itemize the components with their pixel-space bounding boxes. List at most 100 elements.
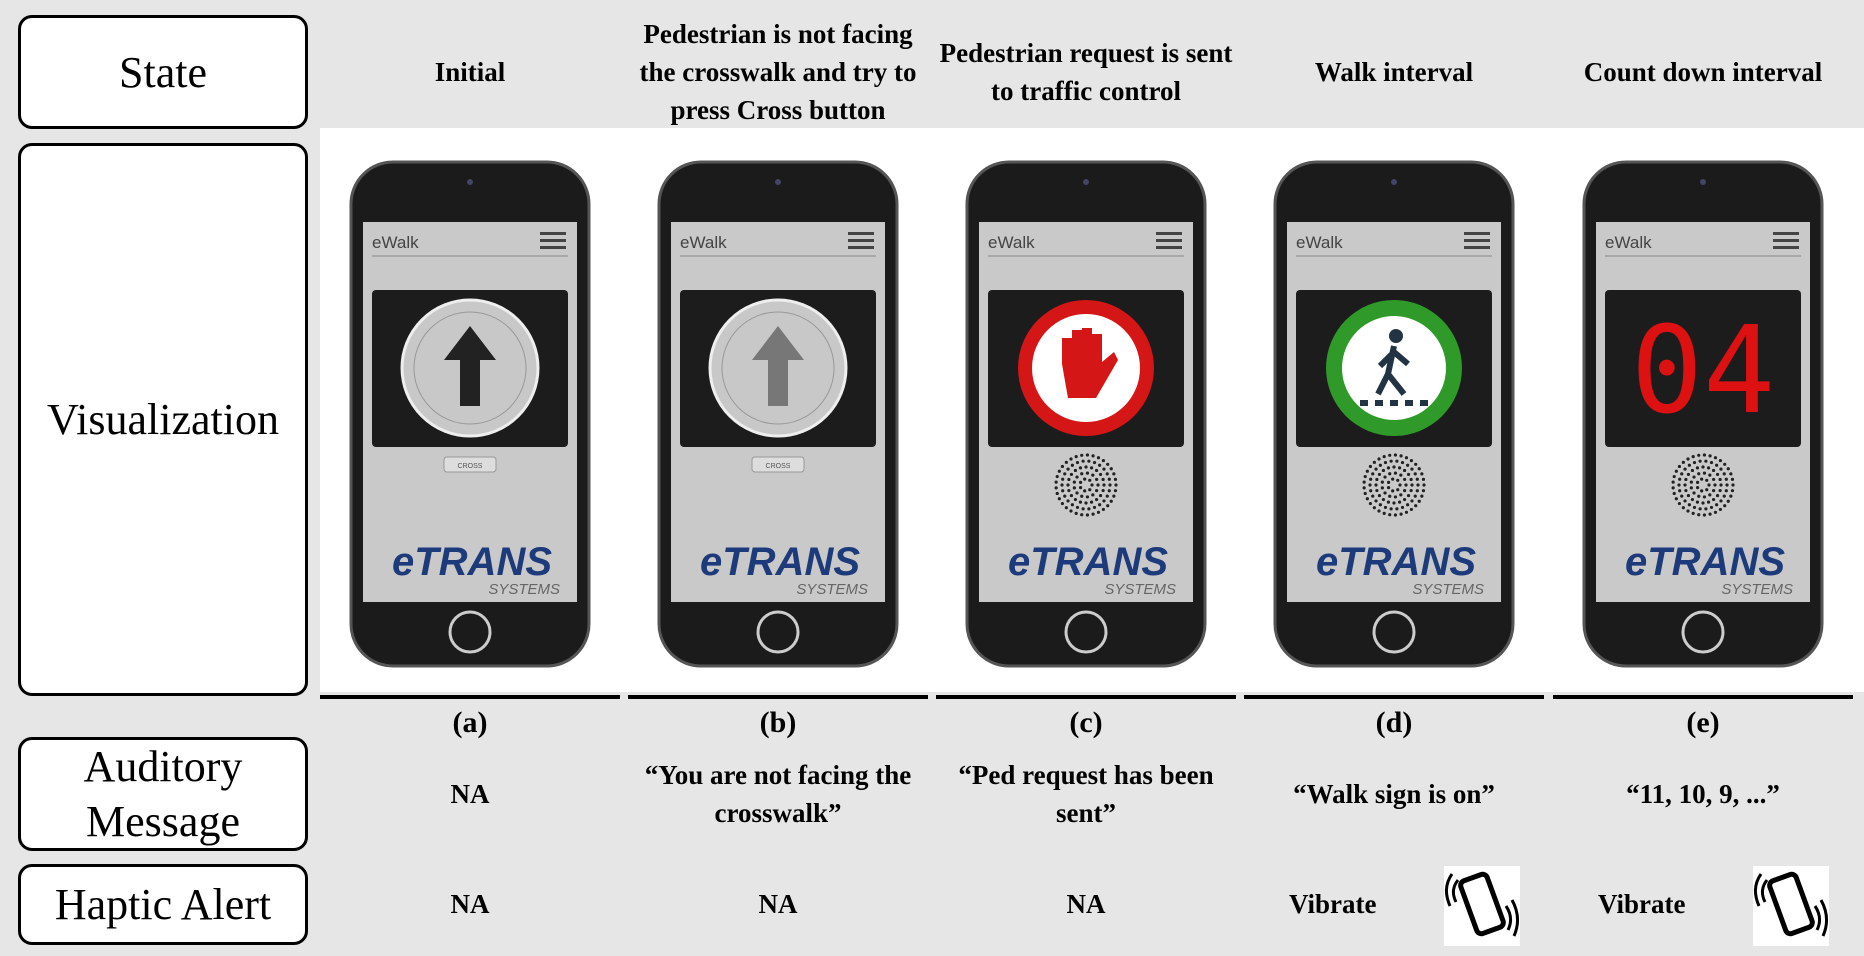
speaker-dot <box>1706 466 1711 470</box>
speaker-dot <box>1060 464 1065 469</box>
speaker-dot <box>1388 472 1392 476</box>
speaker-dot <box>1101 488 1105 493</box>
icon-waves <box>1445 873 1519 937</box>
speaker-dot <box>1701 465 1705 469</box>
logo: eTRANS <box>1625 540 1785 584</box>
speaker-dot <box>1075 475 1079 479</box>
speaker-dot <box>1697 472 1701 476</box>
speaker-dot <box>1382 511 1386 515</box>
speaker-dot <box>1683 499 1687 503</box>
speaker-dot <box>1704 459 1708 463</box>
speaker-dot <box>1713 456 1718 460</box>
speaker-dot <box>1410 467 1414 471</box>
walker-body <box>1375 345 1410 396</box>
speaker-dot <box>1393 453 1398 457</box>
speaker-dot <box>1091 454 1095 458</box>
speaker-dot <box>1692 505 1697 510</box>
speaker-dot <box>1397 500 1402 504</box>
speaker-dot <box>1415 489 1419 493</box>
speaker-dot <box>1402 468 1407 473</box>
speaker-dot <box>1069 509 1073 513</box>
speaker-dot <box>1057 497 1061 501</box>
speaker-dot <box>1406 503 1410 507</box>
speaker-dot <box>1403 488 1407 493</box>
logo-sub: SYSTEMS <box>488 581 560 598</box>
speaker-dot <box>1083 477 1087 481</box>
speaker-dot <box>1372 460 1376 464</box>
speaker-dot <box>1678 489 1682 493</box>
logo: eTRANS <box>392 540 552 584</box>
arrow <box>752 326 804 406</box>
speaker-dot <box>1363 491 1367 496</box>
speaker-dot <box>1388 494 1392 498</box>
speaker-dot <box>1391 489 1395 493</box>
home-button <box>1372 610 1416 654</box>
speaker-dot <box>1089 500 1094 504</box>
speaker-dot <box>1102 499 1106 503</box>
row-label: Auditory Message <box>18 737 308 851</box>
phone-camera <box>1083 179 1089 185</box>
speaker-dot <box>1380 486 1384 490</box>
speaker-dot <box>1084 465 1088 469</box>
speaker-dot <box>1381 468 1386 473</box>
speaker-dot <box>1406 493 1411 498</box>
speaker-dot <box>1372 506 1376 510</box>
speaker-dot <box>1391 477 1395 481</box>
speaker-dot <box>1073 497 1078 502</box>
speaker-dot <box>1109 499 1113 503</box>
speaker-dot <box>1375 477 1379 482</box>
speaker-dot <box>1374 467 1378 471</box>
speaker-dot <box>1399 454 1403 458</box>
speaker-dot <box>1091 512 1095 516</box>
speaker-dot <box>1686 509 1690 513</box>
speaker-dot <box>1070 503 1074 507</box>
speaker-dot <box>1070 463 1074 467</box>
speaker-dot <box>1080 472 1084 476</box>
phone-camera <box>775 179 781 185</box>
speaker-dot <box>1702 495 1707 499</box>
app-name: eWalk <box>1296 233 1343 252</box>
speaker-dot <box>1066 499 1070 503</box>
divider <box>936 695 1236 699</box>
speaker-dot <box>1400 505 1405 510</box>
auditory-message: “You are not facing the crosswalk” <box>644 760 912 828</box>
speaker-dot <box>1395 459 1399 463</box>
speaker-dot <box>1080 453 1084 457</box>
speaker-dot <box>1683 483 1687 487</box>
speaker-dot <box>1680 494 1684 498</box>
speaker-dot <box>1107 489 1111 493</box>
state-header: Count down interval <box>1583 57 1823 88</box>
speaker-dot <box>1362 480 1366 484</box>
speaker-dot <box>1101 477 1105 482</box>
speaker-dot <box>1106 504 1110 508</box>
speaker-dot <box>1085 513 1090 517</box>
speaker-dot <box>1091 473 1095 477</box>
app-name: eWalk <box>680 233 727 252</box>
speaker-dot <box>1109 467 1113 471</box>
menu-bar <box>1156 232 1182 235</box>
speaker-dot <box>1681 460 1685 464</box>
speaker-dot <box>1719 483 1723 487</box>
cross-button <box>751 456 805 473</box>
speaker-dot <box>1386 500 1391 504</box>
state-header: Pedestrian request is sent to traffic co… <box>939 38 1233 106</box>
speaker-dot <box>1680 472 1684 476</box>
speaker-dot <box>1378 463 1382 467</box>
speaker-dot <box>1094 468 1099 473</box>
speaker-dot <box>1708 473 1712 477</box>
speaker-dot <box>1057 469 1061 473</box>
panel-label: (e) <box>1686 706 1720 739</box>
logo-sub: SYSTEMS <box>1412 581 1484 598</box>
speaker-dot <box>1709 460 1714 465</box>
metal-ring <box>413 311 527 425</box>
speaker-dot <box>1705 478 1709 482</box>
menu-bar <box>1464 239 1490 242</box>
speaker-dot <box>1687 463 1691 467</box>
menu-bar <box>1773 239 1799 242</box>
speaker-dot <box>1377 472 1382 477</box>
speaker-dot <box>1113 477 1118 481</box>
speaker-dot <box>1684 488 1688 493</box>
speaker-dot <box>1072 486 1076 490</box>
logo-sub: SYSTEMS <box>1721 581 1793 598</box>
